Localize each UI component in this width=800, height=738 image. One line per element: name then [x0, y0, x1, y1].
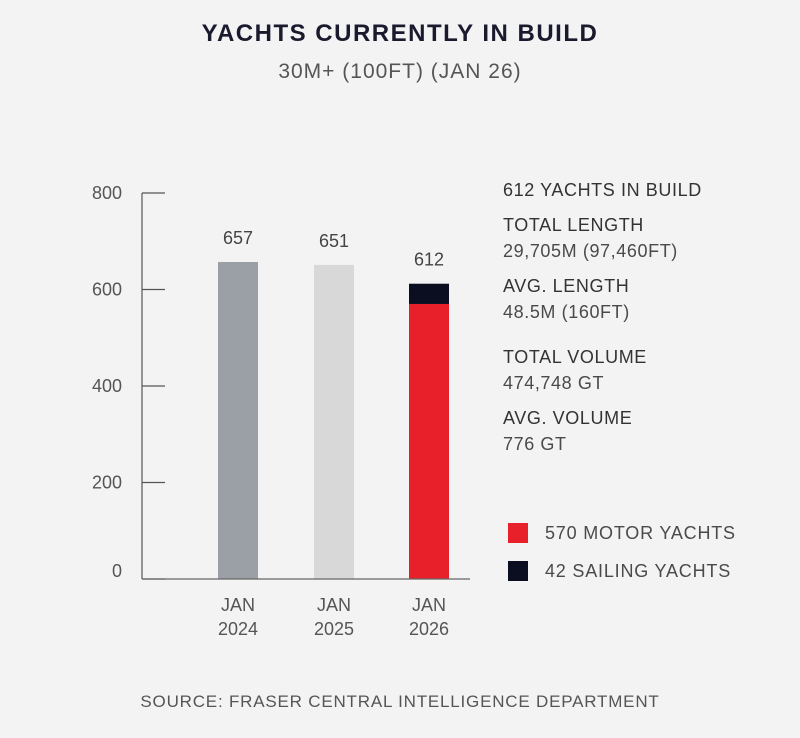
bar-segment — [409, 283, 449, 304]
stat-label: AVG. VOLUME — [503, 408, 633, 428]
x-tick-label: JAN — [221, 595, 255, 615]
chart-legend: 570 MOTOR YACHTS 42 SAILING YACHTS — [508, 522, 736, 598]
y-tick-label: 0 — [112, 561, 122, 581]
stat-avg-length: AVG. LENGTH 48.5M (160FT) — [503, 276, 793, 323]
stat-label: TOTAL VOLUME — [503, 347, 647, 367]
stat-value: 48.5M (160FT) — [503, 302, 630, 322]
y-tick-label: 600 — [92, 280, 122, 300]
bar-segment — [218, 261, 258, 579]
y-tick-label: 400 — [92, 376, 122, 396]
stat-value: 29,705M (97,460FT) — [503, 241, 678, 261]
y-tick-label: 800 — [92, 183, 122, 203]
chart-subtitle: 30M+ (100FT) (JAN 26) — [278, 60, 522, 83]
source-note: SOURCE: FRASER CENTRAL INTELLIGENCE DEPA… — [140, 692, 660, 711]
stats-panel: 612 YACHTS IN BUILD TOTAL LENGTH 29,705M… — [503, 180, 793, 455]
x-tick-label: JAN — [412, 595, 446, 615]
stat-label: AVG. LENGTH — [503, 276, 630, 296]
legend-item-sailing: 42 SAILING YACHTS — [508, 560, 736, 582]
x-tick-label: 2026 — [409, 619, 449, 639]
legend-label: 42 SAILING YACHTS — [545, 560, 731, 581]
legend-swatch — [508, 523, 528, 543]
stat-total-length: TOTAL LENGTH 29,705M (97,460FT) — [503, 215, 793, 262]
bar-value-label: 651 — [319, 231, 349, 251]
chart-title: YACHTS CURRENTLY IN BUILD — [201, 20, 599, 47]
bar-segment — [409, 303, 449, 579]
legend-item-motor: 570 MOTOR YACHTS — [508, 522, 736, 544]
y-tick-label: 200 — [92, 473, 122, 493]
stat-avg-volume: AVG. VOLUME 776 GT — [503, 408, 793, 455]
bar-segment — [314, 264, 354, 579]
stat-value: 776 GT — [503, 434, 567, 454]
x-tick-label: JAN — [317, 595, 351, 615]
legend-label: 570 MOTOR YACHTS — [545, 522, 736, 543]
stats-heading: 612 YACHTS IN BUILD — [503, 180, 702, 200]
x-tick-label: 2024 — [218, 619, 258, 639]
x-tick-label: 2025 — [314, 619, 354, 639]
stat-label: TOTAL LENGTH — [503, 215, 644, 235]
stat-total-volume: TOTAL VOLUME 474,748 GT — [503, 347, 793, 394]
bar-value-label: 657 — [223, 228, 253, 248]
legend-swatch — [508, 561, 528, 581]
stat-value: 474,748 GT — [503, 373, 605, 393]
bar-value-label: 612 — [414, 250, 444, 270]
